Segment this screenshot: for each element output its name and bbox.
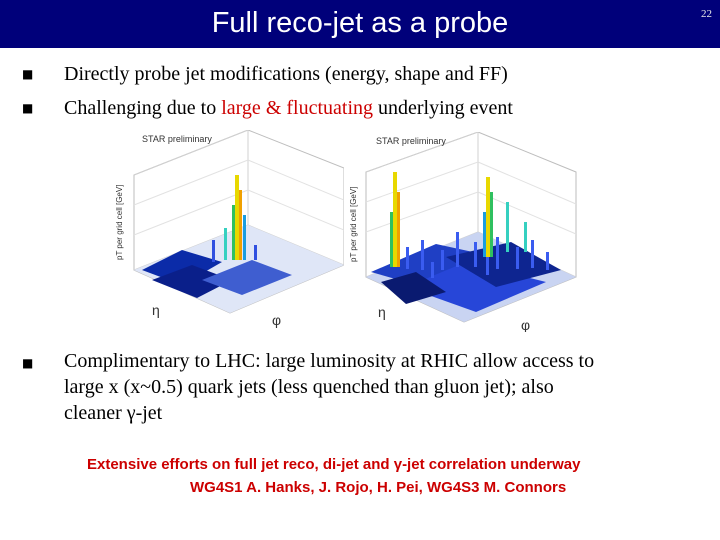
lego-plot-left: STAR preliminary pT per grid cell [GeV] … — [112, 129, 345, 328]
bullet-2-suffix: underlying event — [373, 97, 513, 119]
bullet-3-text: Complimentary to LHC: large luminosity a… — [64, 348, 594, 426]
footer-line-2: WG4S1 A. Hanks, J. Rojo, H. Pei, WG4S3 M… — [190, 479, 567, 496]
bullet-2-prefix: Challenging due to — [64, 97, 222, 119]
bullet-1-content: Directly probe jet modifications (energy… — [64, 63, 508, 85]
left-plot-ylabel: φ — [272, 312, 281, 328]
left-plot-label: STAR preliminary — [142, 134, 212, 144]
bullet-marker: ■ — [22, 67, 34, 81]
right-plot-ylabel: φ — [521, 317, 530, 332]
bullet-2-highlight: large & fluctuating — [221, 97, 374, 119]
right-plot-xlabel: η — [378, 304, 386, 320]
footer-line-1: Extensive efforts on full jet reco, di-j… — [87, 456, 581, 473]
left-plot-xlabel: η — [152, 302, 160, 318]
bullet-marker: ■ — [22, 101, 34, 115]
slide-number: 22 — [701, 8, 712, 20]
slide-title: Full reco-jet as a probe — [211, 7, 509, 39]
lego-plot-right: STAR preliminary pT per grid cell [GeV] … — [346, 131, 586, 333]
bullet-3-line2: large x (x~0.5) quark jets (less quenche… — [64, 376, 554, 398]
right-plot-zlabel: pT per grid cell [GeV] — [349, 187, 358, 262]
bullet-3-line1: Complimentary to LHC: large luminosity a… — [64, 350, 595, 372]
bullet-marker: ■ — [22, 356, 34, 370]
title-bar — [0, 0, 720, 48]
bullet-2-text: Challenging due to large & fluctuating u… — [64, 95, 513, 121]
bullet-3-line3: cleaner γ-jet — [64, 402, 163, 424]
bullet-1-text: Directly probe jet modifications (energy… — [64, 61, 508, 87]
right-plot-label: STAR preliminary — [376, 136, 446, 146]
left-plot-zlabel: pT per grid cell [GeV] — [115, 185, 124, 260]
